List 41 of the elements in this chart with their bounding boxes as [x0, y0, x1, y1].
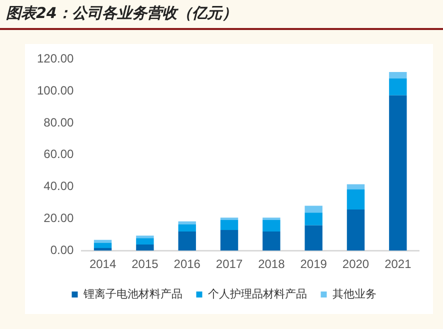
bar [136, 238, 154, 245]
bar [136, 236, 154, 238]
chart-title: 图表24：公司各业务营收（亿元） [6, 4, 237, 23]
y-tick-label: 0.00 [50, 242, 74, 257]
y-tick-label: 120.00 [37, 52, 74, 66]
bar [389, 95, 407, 251]
y-tick-label: 100.00 [37, 83, 74, 98]
bar [178, 224, 196, 232]
bar [346, 209, 365, 251]
legend-label: 其他业务 [332, 287, 376, 300]
bar [346, 184, 365, 190]
x-tick-label: 2019 [300, 257, 328, 272]
x-tick-label: 2014 [89, 257, 116, 272]
legend-label: 个人护理品材料产品 [208, 287, 307, 300]
bar [304, 225, 322, 251]
y-tick-label: 40.00 [44, 179, 74, 194]
bar [178, 231, 196, 251]
bar [94, 240, 112, 243]
x-tick-label: 2020 [342, 257, 370, 272]
bar [304, 206, 322, 213]
bar [262, 231, 280, 251]
legend-label: 锂离子电池材料产品 [82, 287, 182, 300]
bar [178, 221, 196, 224]
bar [94, 242, 112, 248]
bar [304, 212, 322, 226]
bar [262, 220, 280, 232]
x-tick-label: 2018 [258, 257, 286, 272]
bar [220, 230, 238, 251]
bar [136, 244, 154, 251]
x-tick-label: 2015 [132, 257, 159, 272]
x-tick-label: 2017 [216, 257, 243, 272]
bar [94, 248, 112, 251]
bar [389, 78, 407, 96]
x-tick-label: 2016 [174, 257, 201, 272]
bar [346, 189, 365, 210]
y-tick-label: 60.00 [44, 147, 74, 162]
x-tick-label: 2021 [384, 257, 412, 272]
bar [389, 72, 407, 78]
bar [220, 220, 238, 230]
y-tick-label: 20.00 [44, 211, 74, 226]
y-tick-label: 80.00 [44, 115, 74, 130]
